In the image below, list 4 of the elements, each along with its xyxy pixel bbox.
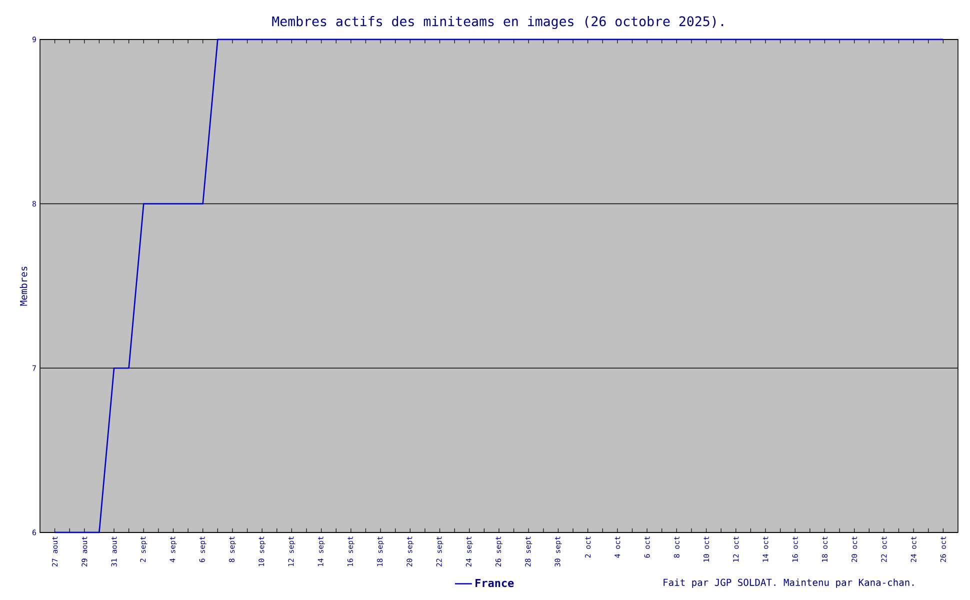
- text: Fait par JGP SOLDAT. Maintenu par Kana-chan.: [664, 578, 914, 588]
- chart-title: Membres actifs des miniteams en images (26 octobre 2025).: [272, 16, 724, 29]
- y-axis-title: Membres: [20, 266, 28, 306]
- legend-label: France: [476, 578, 514, 588]
